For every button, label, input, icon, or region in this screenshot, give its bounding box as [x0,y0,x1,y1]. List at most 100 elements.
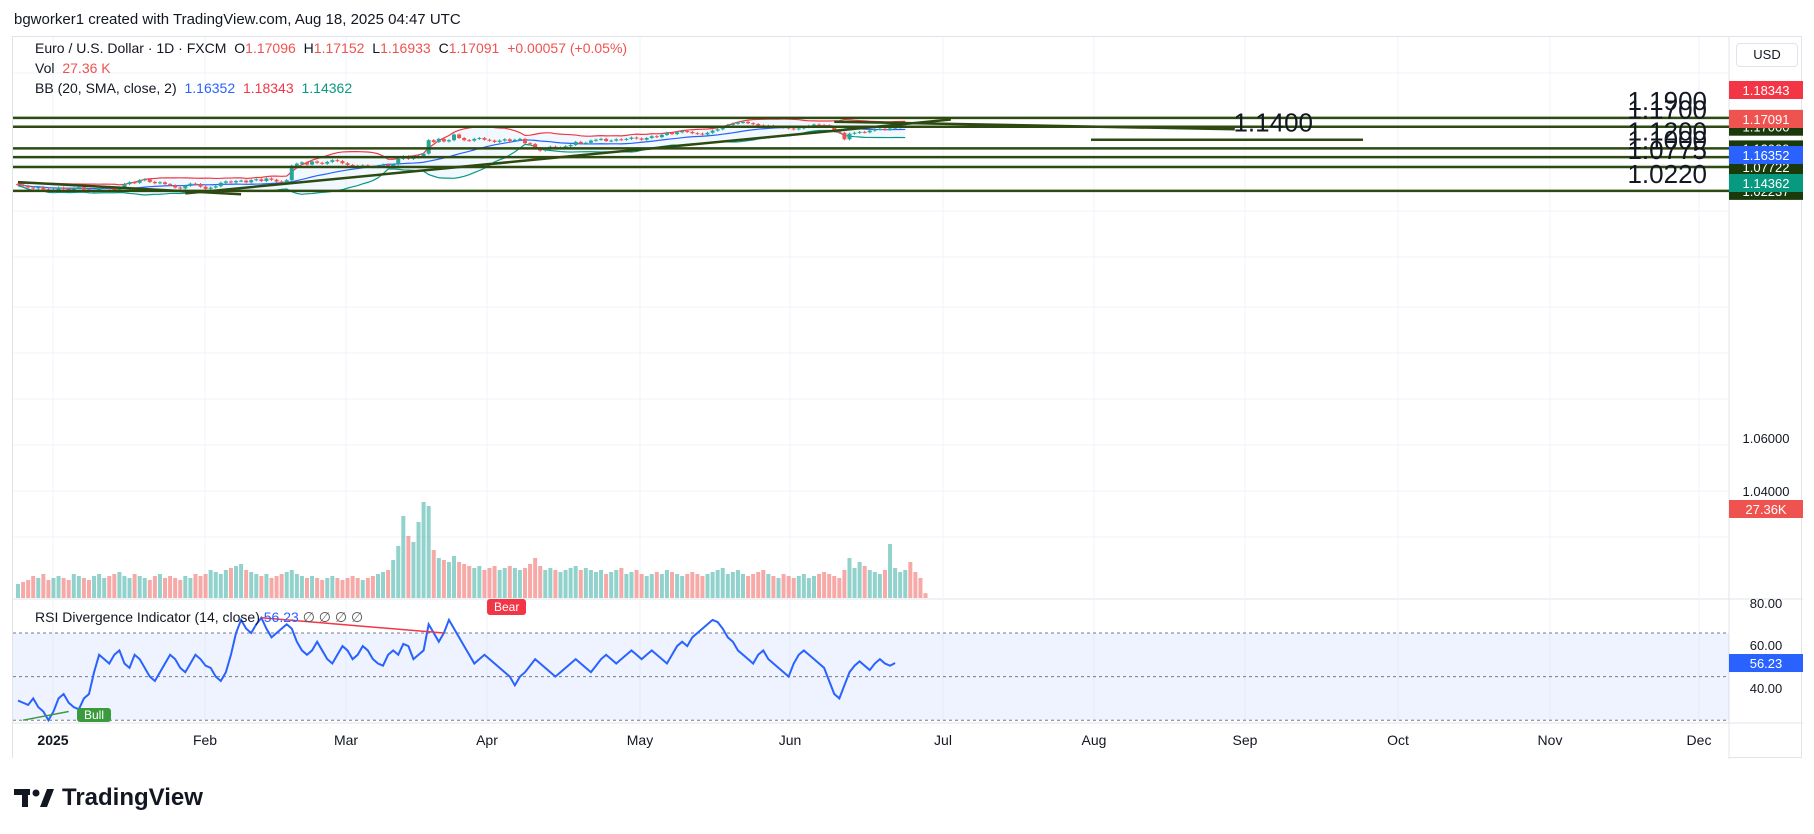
volume-bar [670,572,675,598]
volume-bar [791,578,796,598]
volume-bar [872,572,877,598]
volume-bar [315,578,320,598]
candle-body [66,188,71,191]
candle-body [315,161,320,163]
candle-body [31,187,36,189]
price-badge [1729,174,1803,192]
volume-bar [751,574,756,598]
high-value: 1.17152 [313,40,365,56]
volume-bar [852,568,857,598]
bb-legend[interactable]: BB (20, SMA, close, 2) 1.16352 1.18343 1… [35,80,356,96]
time-axis-label: May [627,732,653,748]
volume-bar [710,572,715,598]
volume-bar [614,570,619,598]
volume-legend[interactable]: Vol 27.36 K [35,60,115,76]
volume-bar [350,576,355,598]
candle-body [872,129,877,131]
volume-bar [97,574,102,598]
candle-body [715,129,720,131]
bb-label: BB (20, SMA, close, 2) [35,80,177,96]
candle-body [142,179,147,181]
chart-frame[interactable]: 1.19001.190201.17001.170001.14001.12001.… [12,36,1803,759]
volume-bar [462,564,467,598]
price-badge-text: 1.17091 [1743,112,1790,127]
candle-body [639,138,644,140]
volume-bar [822,572,827,598]
symbol-legend[interactable]: Euro / U.S. Dollar · 1D · FXCM O1.17096 … [35,40,631,56]
candle-body [741,121,746,123]
volume-bar [649,574,654,598]
candle-body [147,179,152,182]
volume-bar [538,566,543,598]
volume-bar [188,578,193,598]
volume-bar [629,572,634,598]
volume-bar [86,580,91,598]
candle-body [446,140,451,142]
volume-bar [893,568,898,598]
volume-bar [746,576,751,598]
volume-bar [441,560,446,598]
volume-bar [735,570,740,598]
candle-body [21,184,26,186]
rsi-label: RSI Divergence Indicator (14, close) [35,609,260,625]
volume-bar [426,506,431,598]
volume-bar [112,574,117,598]
volume-bar [218,574,223,598]
volume-bar [102,578,107,598]
volume-bar [806,578,811,598]
volume-bar [269,578,274,598]
volume-bar [827,574,832,598]
bb-basis-value: 1.16352 [184,80,236,96]
candle-body [441,138,446,142]
volume-bar [340,580,345,598]
volume-bar [249,572,254,598]
candle-body [320,162,325,164]
candle-body [842,132,847,140]
candle-body [452,134,457,141]
candle-body [223,181,228,183]
trend-lines[interactable] [17,118,1235,196]
candle-body [528,143,533,145]
candle-body [132,182,137,184]
currency-label[interactable]: USD [1736,43,1798,67]
rsi-line [17,615,896,723]
volume-bar [279,574,284,598]
volume-bar [117,572,122,598]
volume-bar [867,570,872,598]
price-badges: 1.18343 1.17091 1.16352 1.14362 27.36K 56.23 [1729,81,1803,673]
volume-bar [193,574,198,598]
rsi-line-path [17,615,896,723]
candle-body [720,126,725,130]
candle-body [599,138,604,140]
candle-body [472,138,477,141]
volume-bar [832,576,837,598]
candle-body [203,186,208,189]
volume-bar [477,566,482,598]
rsi-legend[interactable]: RSI Divergence Indicator (14, close) 56.… [35,609,363,626]
volume-bar [528,564,533,598]
low-value: 1.16933 [380,40,431,56]
volume-bar [157,574,162,598]
volume-bar [837,578,842,598]
volume-bar [330,576,335,598]
tradingview-logo[interactable]: TradingView [14,784,203,812]
candle-body [507,139,512,142]
candle-body [340,161,345,164]
time-axis-label: Jul [934,732,952,748]
volume-bar [431,550,436,598]
level-label: 1.1700 [1627,95,1707,125]
bb-basis-line [17,125,906,190]
volume-bar [56,576,61,598]
candle-body [426,140,431,154]
price-chart[interactable]: 1.19001.190201.17001.170001.14001.12001.… [13,37,1803,759]
volume-bar [411,542,416,598]
volume-bar [690,572,695,598]
level-label: 1.1000 [1627,125,1707,155]
volume-bar [604,574,609,598]
bear-label: Bear [487,599,527,615]
volume-bar [680,576,685,598]
volume-bar [715,570,720,598]
candle-body [259,179,264,182]
price-badge-text: 1.14362 [1743,176,1790,191]
candle-body [76,187,81,189]
